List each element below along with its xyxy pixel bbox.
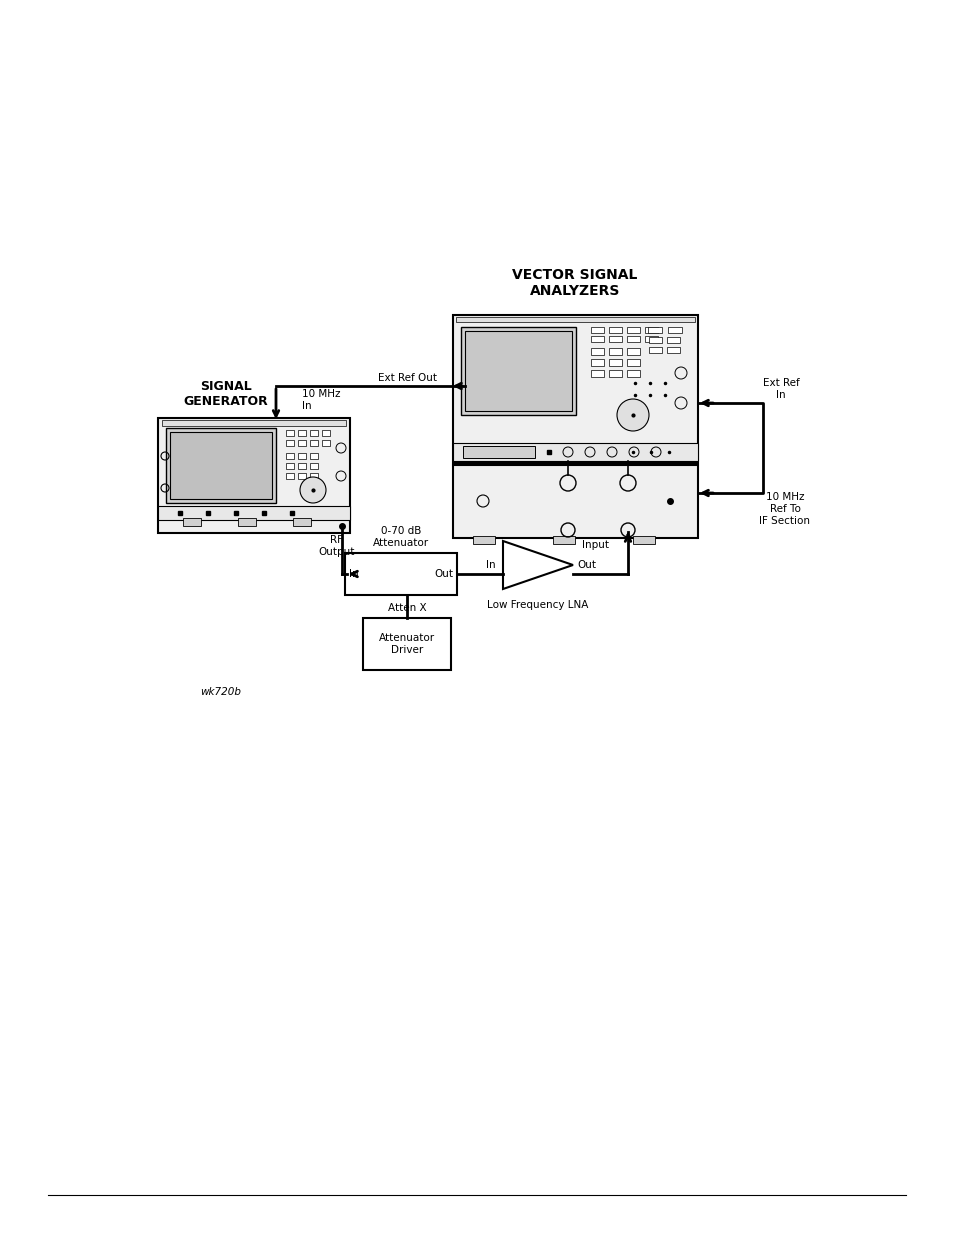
Polygon shape bbox=[297, 440, 306, 446]
Polygon shape bbox=[608, 336, 621, 342]
Polygon shape bbox=[453, 315, 698, 463]
Polygon shape bbox=[170, 432, 272, 499]
Text: Out: Out bbox=[434, 569, 453, 579]
Polygon shape bbox=[648, 347, 661, 353]
Polygon shape bbox=[460, 327, 576, 415]
Polygon shape bbox=[310, 473, 317, 479]
Text: VECTOR SIGNAL
ANALYZERS: VECTOR SIGNAL ANALYZERS bbox=[512, 268, 637, 298]
Polygon shape bbox=[310, 463, 317, 469]
Polygon shape bbox=[456, 317, 695, 322]
Polygon shape bbox=[666, 347, 679, 353]
Polygon shape bbox=[345, 553, 456, 595]
Polygon shape bbox=[363, 618, 451, 671]
Text: Attenuator
Driver: Attenuator Driver bbox=[378, 634, 435, 655]
Polygon shape bbox=[633, 536, 655, 543]
Polygon shape bbox=[667, 327, 681, 333]
Text: In: In bbox=[486, 559, 496, 571]
Text: 10 MHz
In: 10 MHz In bbox=[302, 389, 340, 411]
Polygon shape bbox=[473, 536, 495, 543]
Text: Ext Ref
In: Ext Ref In bbox=[761, 378, 799, 400]
Polygon shape bbox=[626, 359, 639, 366]
Polygon shape bbox=[453, 466, 698, 538]
Polygon shape bbox=[310, 430, 317, 436]
Polygon shape bbox=[158, 417, 350, 534]
Polygon shape bbox=[310, 440, 317, 446]
Polygon shape bbox=[590, 327, 603, 333]
Polygon shape bbox=[648, 337, 661, 343]
Polygon shape bbox=[502, 541, 573, 589]
Polygon shape bbox=[158, 506, 350, 520]
Circle shape bbox=[617, 399, 648, 431]
Text: Ext Ref Out: Ext Ref Out bbox=[378, 373, 437, 383]
Polygon shape bbox=[590, 359, 603, 366]
Circle shape bbox=[299, 477, 326, 503]
Polygon shape bbox=[286, 440, 294, 446]
Text: Low Frequency LNA: Low Frequency LNA bbox=[487, 600, 588, 610]
Text: 10 MHz
Ref To
IF Section: 10 MHz Ref To IF Section bbox=[759, 493, 810, 526]
Polygon shape bbox=[322, 440, 330, 446]
Polygon shape bbox=[286, 473, 294, 479]
Polygon shape bbox=[608, 327, 621, 333]
Polygon shape bbox=[286, 453, 294, 459]
Polygon shape bbox=[297, 463, 306, 469]
Text: Atten X: Atten X bbox=[387, 603, 426, 613]
Polygon shape bbox=[626, 370, 639, 377]
Text: wk720b: wk720b bbox=[200, 687, 241, 697]
Polygon shape bbox=[237, 517, 255, 526]
Polygon shape bbox=[464, 331, 572, 411]
Text: SIGNAL
GENERATOR: SIGNAL GENERATOR bbox=[183, 380, 268, 408]
Polygon shape bbox=[297, 430, 306, 436]
Polygon shape bbox=[644, 336, 658, 342]
Polygon shape bbox=[310, 453, 317, 459]
Text: Out: Out bbox=[577, 559, 596, 571]
Polygon shape bbox=[647, 327, 661, 333]
Polygon shape bbox=[322, 430, 330, 436]
Polygon shape bbox=[590, 336, 603, 342]
Polygon shape bbox=[608, 359, 621, 366]
Polygon shape bbox=[293, 517, 311, 526]
Polygon shape bbox=[286, 463, 294, 469]
Polygon shape bbox=[666, 337, 679, 343]
Polygon shape bbox=[644, 327, 658, 333]
Polygon shape bbox=[286, 430, 294, 436]
Polygon shape bbox=[297, 453, 306, 459]
Polygon shape bbox=[553, 536, 575, 543]
Polygon shape bbox=[590, 370, 603, 377]
Polygon shape bbox=[626, 348, 639, 354]
Text: Input: Input bbox=[582, 540, 609, 550]
Polygon shape bbox=[162, 420, 346, 426]
Polygon shape bbox=[462, 446, 535, 458]
Polygon shape bbox=[590, 348, 603, 354]
Text: In: In bbox=[349, 569, 358, 579]
Text: 0-70 dB
Attenuator: 0-70 dB Attenuator bbox=[373, 526, 429, 548]
Text: RF
Output: RF Output bbox=[318, 535, 355, 557]
Polygon shape bbox=[183, 517, 201, 526]
Polygon shape bbox=[626, 336, 639, 342]
Polygon shape bbox=[608, 370, 621, 377]
Polygon shape bbox=[297, 473, 306, 479]
Polygon shape bbox=[166, 429, 275, 503]
Polygon shape bbox=[608, 348, 621, 354]
Polygon shape bbox=[626, 327, 639, 333]
Polygon shape bbox=[453, 443, 698, 461]
